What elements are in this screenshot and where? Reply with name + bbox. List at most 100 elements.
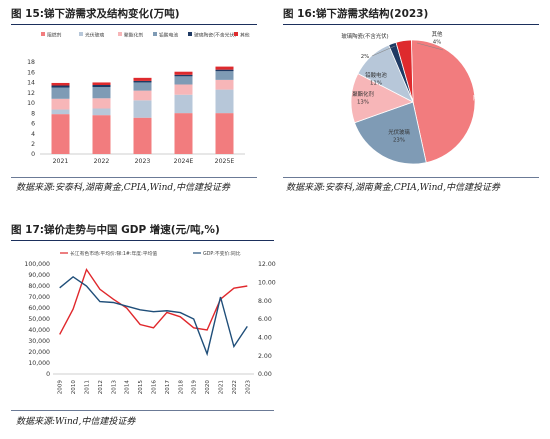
fig15-bar-segment [174, 74, 193, 77]
fig17-right-tick-label: 4.00 [258, 335, 272, 342]
fig15-bar-segment [51, 87, 70, 99]
fig15-bar-segment [92, 115, 111, 154]
fig15-legend-item: 玻璃陶瓷(不含光伏) [188, 32, 236, 39]
fig15-bar-segment [92, 98, 111, 109]
fig16-leader-line [416, 42, 444, 51]
fig16-slice-label: 铅酸电池 11% [365, 71, 387, 87]
fig16-pie-slice [354, 101, 427, 165]
fig17-xtick-label: 2019 [192, 380, 198, 395]
fig15-ytick-label: 10 [27, 100, 35, 107]
fig15-bar-segment [215, 79, 234, 90]
fig15-ytick-label: 8 [31, 110, 35, 117]
fig17-legend-label: GDP:不变价:同比 [203, 250, 241, 257]
fig15-ytick-label: 6 [31, 121, 35, 128]
fig17-bottom-rule [11, 410, 274, 411]
fig17-price-line [59, 267, 248, 335]
fig17-right-tick-label: 12.00 [258, 261, 276, 268]
fig15-bar-segment [51, 85, 70, 88]
fig17-left-tick-label: 70,000 [28, 294, 50, 301]
fig15-legend-swatch [153, 32, 157, 36]
fig15-ytick-label: 0 [31, 151, 35, 158]
fig16-slice-label: 聚酯化剂 13% [352, 90, 374, 106]
fig15-legend-label: 铅酸电池 [159, 32, 178, 39]
fig17-xtick-label: 2013 [111, 380, 117, 395]
fig15-bar-segment [174, 76, 193, 85]
fig17-xtick-label: 2021 [219, 380, 225, 395]
fig15-bar-segment [174, 94, 193, 114]
fig15-xtick-label: 2024E [174, 158, 194, 165]
fig15-source: 数据来源:安泰科,湖南黄金,CPIA,Wind,中信建投证券 [16, 183, 231, 193]
fig15-bar-segment [92, 85, 111, 88]
fig17-legend-item: GDP:不变价:同比 [193, 250, 241, 257]
fig15-legend-label: 其他 [240, 32, 250, 39]
fig17-xtick-label: 2011 [85, 380, 91, 395]
fig16-slice-percent: 2% [361, 54, 370, 60]
fig15-xtick-label: 2022 [94, 158, 110, 165]
fig15-bar-segment [215, 69, 234, 72]
fig17-xtick-label: 2018 [178, 380, 184, 395]
fig17-right-tick-label: 10.00 [258, 280, 276, 287]
fig16-slice-label: 光伏玻璃 23% [388, 128, 410, 144]
fig17-title: 图 17:锑价走势与中国 GDP 增速(元/吨,%) [11, 224, 220, 236]
fig16-slice-name: 光伏玻璃 [388, 128, 410, 136]
fig15-bar-segment [215, 71, 234, 80]
fig15-legend-item: 光伏玻璃 [79, 32, 104, 39]
fig15-legend-swatch [118, 32, 122, 36]
fig15-ytick-label: 12 [27, 90, 35, 97]
fig17-right-tick-label: 6.00 [258, 316, 272, 323]
fig15-bar-segment [174, 84, 193, 95]
fig15-bar-segment [92, 82, 111, 85]
fig17-xtick-label: 2009 [58, 380, 64, 395]
fig16-title: 图 16:锑下游需求结构(2023) [283, 8, 429, 20]
fig15-chart: 阻燃剂 光伏玻璃 聚酯化剂 铅酸电池 玻璃陶瓷(不含光伏) 其他 0 2 4 6 8 10 12 14 16… [27, 32, 250, 166]
fig17-xtick-label: 2015 [138, 380, 144, 395]
fig17-xtick-label: 2023 [245, 380, 251, 395]
fig16-title-rule [283, 24, 539, 25]
fig15-ytick-label: 4 [31, 131, 35, 138]
fig15-legend-swatch [79, 32, 83, 36]
fig17-gdp-line [59, 275, 248, 357]
fig16-slice-name: 阻燃剂 [473, 94, 489, 102]
fig16-slice-label: 阻燃剂 47% [473, 94, 489, 110]
fig16-bottom-rule [283, 177, 539, 178]
fig15-legend-swatch [41, 32, 45, 36]
fig15-bar-segment [133, 77, 152, 81]
fig15-ytick-label: 2 [31, 141, 35, 148]
fig17-xtick-label: 2020 [205, 380, 211, 395]
fig15-legend-label: 光伏玻璃 [85, 32, 104, 39]
fig17-xtick-label: 2012 [98, 380, 104, 394]
fig15-legend-swatch [188, 32, 192, 36]
fig17-left-tick-label: 0 [46, 371, 50, 378]
fig17-source: 数据来源:Wind,中信建投证券 [16, 417, 136, 427]
fig15-legend-swatch [234, 32, 238, 36]
fig17-left-tick-label: 60,000 [28, 305, 50, 312]
fig15-title-rule [11, 24, 257, 25]
fig16-pie-slice [410, 39, 476, 164]
fig17-xtick-label: 2017 [165, 380, 171, 395]
fig17-xtick-label: 2022 [232, 380, 238, 394]
fig15-bar-segment [174, 71, 193, 75]
fig17-right-tick-label: 0.00 [258, 371, 272, 378]
fig17-left-tick-label: 50,000 [28, 316, 50, 323]
fig16-slice-name: 铅酸电池 [365, 71, 387, 79]
fig16-slice-label: 玻璃陶瓷(不含光伏) 2% [341, 32, 388, 60]
fig17-legend-item: 长江有色市场:平均价:锑:1#:年度:平均值 [60, 250, 157, 257]
fig15-bar-segment [92, 87, 111, 99]
fig15-legend-label: 聚酯化剂 [124, 32, 143, 39]
fig15-legend-item: 其他 [234, 32, 250, 39]
fig15-bar-segment [133, 80, 152, 83]
fig15-ytick-label: 18 [27, 59, 35, 66]
fig17-left-tick-label: 30,000 [28, 338, 50, 345]
fig15-bar-segment [51, 98, 70, 110]
fig16-slice-name: 其他 [432, 30, 443, 38]
fig15-bar-segment [215, 113, 234, 154]
fig17-title-rule [11, 240, 274, 241]
fig17-xtick-label: 2016 [152, 380, 158, 395]
fig15-bar-segment [133, 100, 152, 118]
fig15-bar-segment [215, 89, 234, 114]
fig15-bar-segment [92, 108, 111, 116]
fig17-left-tick-label: 40,000 [28, 327, 50, 334]
fig16-slice-label: 其他 4% [432, 30, 443, 46]
fig16-leader-line [371, 45, 396, 57]
fig15-legend-item: 阻燃剂 [41, 32, 62, 39]
